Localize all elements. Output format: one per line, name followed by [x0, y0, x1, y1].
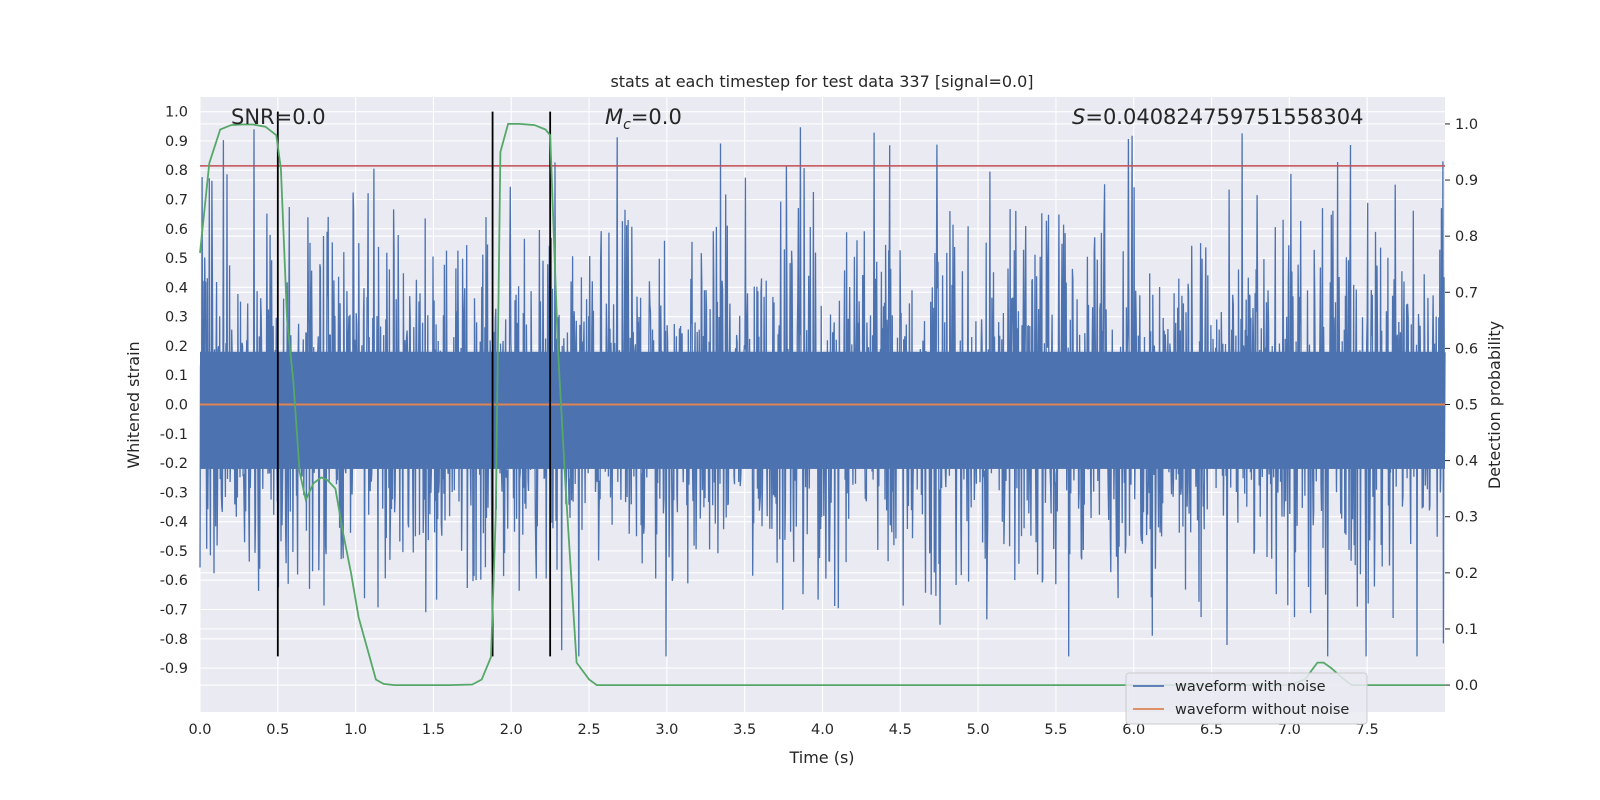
x-tick-label: 4.0: [811, 722, 834, 738]
y-tick-label-left: 0.3: [165, 310, 188, 326]
snr-prefix: SNR: [231, 105, 275, 129]
y-tick-label-right: 0.3: [1455, 510, 1478, 526]
legend-label-clean: waveform without noise: [1175, 702, 1349, 718]
y-tick-label-right: 0.7: [1455, 285, 1478, 301]
y-tick-label-right: 0.1: [1455, 622, 1478, 638]
x-tick-label: 2.0: [500, 722, 523, 738]
x-tick-label: 6.5: [1200, 722, 1223, 738]
y-tick-label-left: -0.2: [160, 456, 188, 472]
chart-title: stats at each timestep for test data 337…: [610, 72, 1033, 91]
y-tick-label-left: -0.9: [160, 661, 188, 677]
legend-box: [1125, 672, 1368, 725]
x-tick-label: 3.0: [655, 722, 678, 738]
y-tick-label-left: -0.3: [160, 485, 188, 501]
y-tick-label-left: 0.6: [165, 222, 188, 238]
y-tick-label-right: 0.0: [1455, 678, 1478, 694]
y-tick-label-left: -0.5: [160, 544, 188, 560]
y-tick-label-left: 0.5: [165, 251, 188, 267]
y-tick-label-right: 0.9: [1455, 173, 1478, 189]
y-axis-label-right: Detection probability: [1485, 321, 1504, 489]
x-tick-label: 7.5: [1356, 722, 1379, 738]
legend: waveform with noise waveform without noi…: [1125, 672, 1368, 725]
series-detection-probability: [199, 123, 1445, 686]
noise-band: [200, 351, 1445, 469]
y-tick-label-right: 0.6: [1455, 341, 1478, 357]
x-tick-label: 5.0: [967, 722, 990, 738]
y-tick-label-right: 0.8: [1455, 229, 1478, 245]
x-axis: 0.0 0.5 1.0 1.5 2.0 2.5 3.0 3.5 4.0 4.5 5.0 5.5 6.0 6…: [188, 722, 1378, 738]
y-tick-label-right: 0.4: [1455, 454, 1478, 470]
snr-annotation: SNR=0.0: [231, 105, 326, 129]
x-tick-label: 2.5: [578, 722, 601, 738]
x-tick-label: 7.0: [1278, 722, 1301, 738]
x-tick-label: 0.5: [266, 722, 289, 738]
y-tick-label-right: 1.0: [1455, 117, 1478, 133]
legend-label-noise: waveform with noise: [1175, 679, 1326, 695]
x-tick-label: 5.5: [1044, 722, 1067, 738]
s-prefix: S: [1072, 105, 1085, 129]
y-axis-label-left: Whitened strain: [124, 341, 143, 468]
y-tick-label-left: 0.7: [165, 193, 188, 209]
y-tick-label-right: 0.2: [1455, 566, 1478, 582]
x-tick-label: 6.0: [1122, 722, 1145, 738]
x-tick-label: 0.0: [188, 722, 211, 738]
y-tick-label-left: 0.1: [165, 368, 188, 384]
y-tick-label-left: -0.4: [160, 515, 188, 531]
x-tick-label: 1.0: [344, 722, 367, 738]
y-tick-label-left: -0.1: [160, 427, 188, 443]
mc-value: =0.0: [631, 105, 682, 129]
data-layer: [199, 111, 1446, 686]
snr-value: =0.0: [275, 105, 326, 129]
x-tick-label: 1.5: [422, 722, 445, 738]
y-tick-label-left: 0.0: [165, 398, 188, 414]
x-tick-label: 4.5: [889, 722, 912, 738]
mc-subscript: c: [623, 117, 631, 133]
y-tick-label-right: 0.5: [1455, 398, 1478, 414]
y-tick-label-left: 1.0: [165, 105, 188, 121]
y-tick-label-left: -0.6: [160, 573, 188, 589]
s-annotation: S=0.04082475975155830​4: [1072, 105, 1363, 129]
mc-prefix: M: [605, 105, 623, 129]
x-axis-label: Time (s): [788, 748, 854, 767]
y-tick-label-left: -0.8: [160, 632, 188, 648]
y-axis-left: 1.0 0.9 0.8 0.7 0.6 0.5 0.4 0.3 0.2 0.1 0.0 -0.1 -0.…: [160, 105, 188, 677]
y-tick-label-left: 0.8: [165, 163, 188, 179]
y-tick-label-left: -0.7: [160, 603, 188, 619]
s-value: =0.04082475975155830​4: [1085, 105, 1363, 129]
y-tick-label-left: 0.2: [165, 339, 188, 355]
mc-annotation: Mc=0.0: [605, 105, 682, 133]
x-tick-label: 3.5: [733, 722, 756, 738]
y-tick-label-left: 0.9: [165, 134, 188, 150]
y-tick-label-left: 0.4: [165, 280, 188, 296]
y-axis-right: 1.0 0.9 0.8 0.7 0.6 0.5 0.4 0.3 0.2 0.1 0.0: [1445, 117, 1478, 694]
